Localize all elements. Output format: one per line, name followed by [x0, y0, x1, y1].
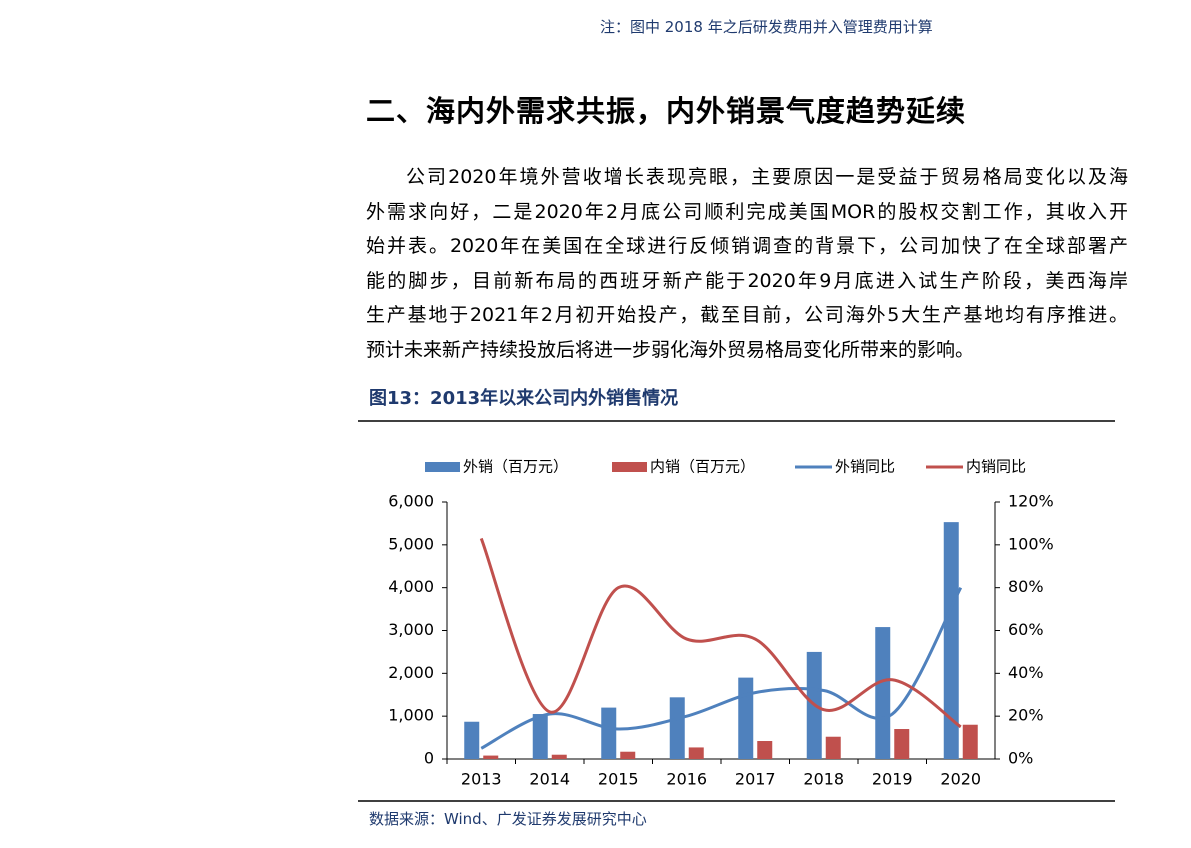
bar — [669, 697, 685, 759]
paragraph-line: 始并表。2020年在美国在全球进行反倾销调查的背景下，公司加快了在全球部署产 — [366, 235, 1128, 257]
legend-label: 外销（百万元） — [463, 458, 568, 476]
line — [480, 586, 963, 750]
y-tick-label: 1,000 — [388, 706, 434, 725]
bar — [894, 729, 910, 759]
y2-tick-label: 100% — [1008, 534, 1054, 553]
y-tick-label: 5,000 — [388, 534, 434, 553]
x-tick-label: 2019 — [872, 770, 913, 789]
x-tick-label: 2018 — [803, 770, 844, 789]
bar — [825, 736, 841, 759]
bar — [464, 721, 480, 759]
paragraph-line: 预计未来新产持续投放后将进一步弱化海外贸易格局变化所带来的影响。 — [366, 338, 975, 361]
y2-tick-label: 20% — [1008, 706, 1044, 725]
y-tick-label: 0 — [424, 749, 434, 768]
note: 注：图中 2018 年之后研发费用并入管理费用计算 — [600, 18, 933, 36]
bar — [738, 677, 754, 759]
y-tick-label: 2,000 — [388, 663, 434, 682]
y2-tick-label: 0% — [1008, 749, 1033, 768]
y2-tick-label: 60% — [1008, 620, 1044, 639]
paragraph-line: 能的脚步，目前新布局的西班牙新产能于2020年9月底进入试生产阶段，美西海岸 — [366, 269, 1128, 292]
paragraph-line: 公司2020年境外营收增长表现亮眼，主要原因一是受益于贸易格局变化以及海 — [406, 166, 1128, 188]
bar — [483, 755, 499, 759]
source: 数据来源：Wind、广发证券发展研究中心 — [369, 810, 647, 828]
bar — [601, 707, 617, 759]
y-tick-label: 4,000 — [388, 577, 434, 596]
y2-tick-label: 40% — [1008, 663, 1044, 682]
x-tick-label: 2013 — [461, 770, 502, 789]
x-tick-label: 2017 — [735, 770, 776, 789]
y2-tick-label: 80% — [1008, 577, 1044, 596]
paragraph: 公司2020年境外营收增长表现亮眼，主要原因一是受益于贸易格局变化以及海外需求向… — [366, 160, 1128, 367]
bar — [875, 627, 891, 759]
bar — [943, 522, 959, 759]
legend-label: 内销同比 — [966, 458, 1026, 476]
bar — [532, 714, 548, 759]
x-tick-label: 2014 — [529, 770, 570, 789]
paragraph-line: 生产基地于2021年2月初开始投产，截至目前，公司海外5大生产基地均有序推进。 — [366, 304, 1128, 326]
y-tick-label: 6,000 — [388, 492, 434, 511]
legend-label: 外销同比 — [835, 458, 895, 476]
heading: 二、海内外需求共振，内外销景气度趋势延续 — [366, 94, 967, 128]
legend-label: 内销（百万元） — [650, 458, 755, 476]
bar — [620, 751, 636, 759]
y-tick-label: 3,000 — [388, 620, 434, 639]
legend-swatch — [612, 462, 647, 472]
x-tick-label: 2015 — [598, 770, 639, 789]
x-tick-label: 2016 — [666, 770, 707, 789]
line — [479, 537, 962, 729]
x-tick-label: 2020 — [940, 770, 981, 789]
bar — [757, 741, 773, 759]
paragraph-line: 外需求向好，二是2020年2月底公司顺利完成美国MOR的股权交割工作，其收入开 — [366, 200, 1128, 223]
legend-swatch — [425, 462, 460, 472]
bar — [962, 724, 978, 759]
y2-tick-label: 120% — [1008, 492, 1054, 511]
bar — [551, 754, 567, 759]
figure-caption: 图13：2013年以来公司内外销售情况 — [369, 388, 679, 409]
bar — [688, 747, 704, 759]
